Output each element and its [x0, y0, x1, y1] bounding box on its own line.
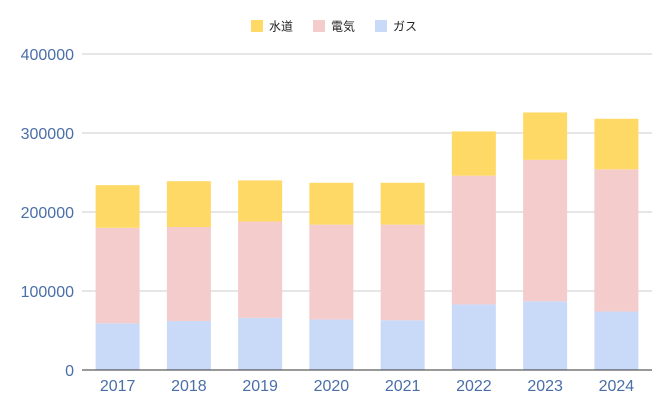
bar-segment [166, 227, 211, 322]
x-tick-label: 2017 [100, 378, 136, 395]
bar-segment [523, 112, 568, 160]
x-tick-label: 2020 [314, 378, 350, 395]
bar-segment [451, 131, 496, 176]
y-tick-label: 300000 [21, 126, 74, 143]
bar-segment [451, 304, 496, 370]
legend-label: 電気 [331, 19, 355, 34]
bar-segment [594, 311, 639, 370]
bar-segment [523, 301, 568, 370]
y-tick-label: 100000 [21, 284, 74, 301]
bar-segment [451, 175, 496, 305]
legend-label: ガス [393, 20, 417, 34]
x-tick-label: 2018 [171, 378, 207, 395]
legend: 水道 電気 ガス [251, 19, 417, 34]
bar-segment [166, 181, 211, 228]
bar-segment [238, 221, 283, 318]
bar-segment [238, 317, 283, 370]
bar-segment [594, 118, 639, 170]
bar-segment [523, 159, 568, 302]
bar-segment [166, 321, 211, 370]
y-tick-label: 0 [65, 363, 74, 380]
y-tick-label: 200000 [21, 205, 74, 222]
x-tick-label: 2023 [527, 378, 563, 395]
bar-segment [380, 182, 425, 225]
bar-segment [238, 180, 283, 222]
bar-segment [309, 182, 354, 225]
bar-segment [95, 227, 140, 324]
bars [95, 112, 639, 370]
bar-segment [594, 169, 639, 312]
bar-segment [309, 319, 354, 370]
bar-segment [380, 224, 425, 321]
bar-segment [380, 320, 425, 370]
x-tick-label: 2022 [456, 378, 492, 395]
legend-swatch [375, 20, 387, 32]
bar-segment [95, 185, 140, 228]
x-axis: 2017 2018 2019 2020 2021 2022 2023 2024 [82, 369, 652, 395]
bar-segment [95, 323, 140, 370]
x-tick-label: 2019 [242, 378, 278, 395]
legend-swatch [251, 20, 263, 32]
y-tick-label: 400000 [21, 47, 74, 64]
legend-swatch [313, 20, 325, 32]
legend-label: 水道 [269, 20, 293, 34]
y-axis: 0 100000 200000 300000 400000 [21, 47, 74, 380]
x-tick-label: 2024 [599, 378, 635, 395]
x-tick-label: 2021 [385, 378, 421, 395]
bar-segment [309, 224, 354, 320]
